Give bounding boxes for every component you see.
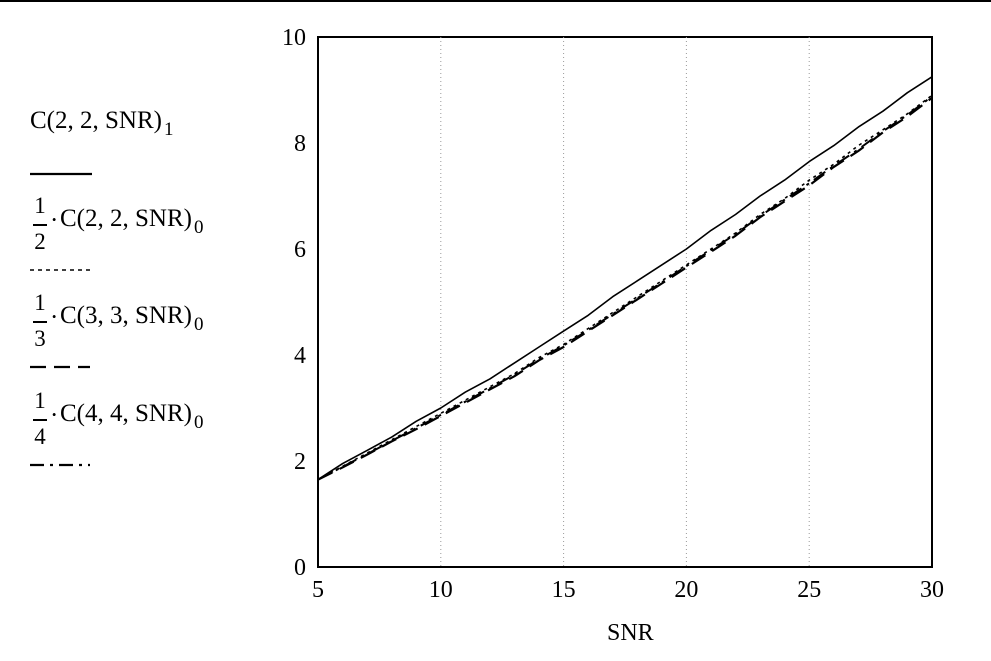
y-tick-label: 4 [294,343,306,369]
y-tick-label: 0 [294,555,306,581]
legend: C(2, 2, SNR) 1 1 2 · C(2, 2, SNR) 0 1 3 · C(3, 3, … [0,0,260,661]
x-tick-label: 30 [920,577,944,603]
y-tick-label: 8 [294,131,306,157]
top-border-line [0,0,991,2]
plot-frame [317,36,933,568]
legend-coeff-denominator: 4 [34,424,46,449]
x-tick-label: 25 [797,577,821,603]
series-line-1 [317,76,933,481]
x-tick-label: 5 [312,577,324,603]
legend-label: C(4, 4, SNR) 0 [60,400,204,433]
legend-subscript: 0 [193,217,204,238]
x-axis-label: SNR [607,620,654,646]
legend-swatch-4 [30,463,90,467]
x-tick-label: 20 [674,577,698,603]
y-tick-label: 6 [294,237,306,263]
legend-dot: · [50,402,59,429]
legend-coeff-numerator: 1 [34,388,46,413]
legend-subscript: 1 [163,119,174,140]
legend-coeff-numerator: 1 [34,290,46,315]
y-tick-label: 2 [294,449,306,475]
legend-coeff-bar [33,419,47,421]
legend-label: C(2, 2, SNR) 1 [30,107,174,140]
legend-label: C(2, 2, SNR) 0 [60,205,204,238]
legend-coeff-denominator: 3 [34,326,46,351]
legend-swatch-2 [30,269,90,271]
legend-label: C(3, 3, SNR) 0 [60,302,204,335]
legend-swatch-1 [30,172,92,176]
legend-coeff-bar [33,321,47,323]
legend-subscript: 0 [193,412,204,433]
legend-coeff-numerator: 1 [34,193,46,218]
legend-coeff-bar [33,224,47,226]
series-line-4 [317,95,933,481]
legend-swatch-3 [30,365,90,369]
x-tick-label: 15 [552,577,576,603]
series-line-2 [317,94,933,481]
x-tick-label: 10 [429,577,453,603]
y-tick-label: 10 [282,25,306,51]
legend-coeff-denominator: 2 [34,229,46,254]
legend-subscript: 0 [193,314,204,335]
legend-dot: · [50,304,59,331]
legend-dot: · [50,207,59,234]
